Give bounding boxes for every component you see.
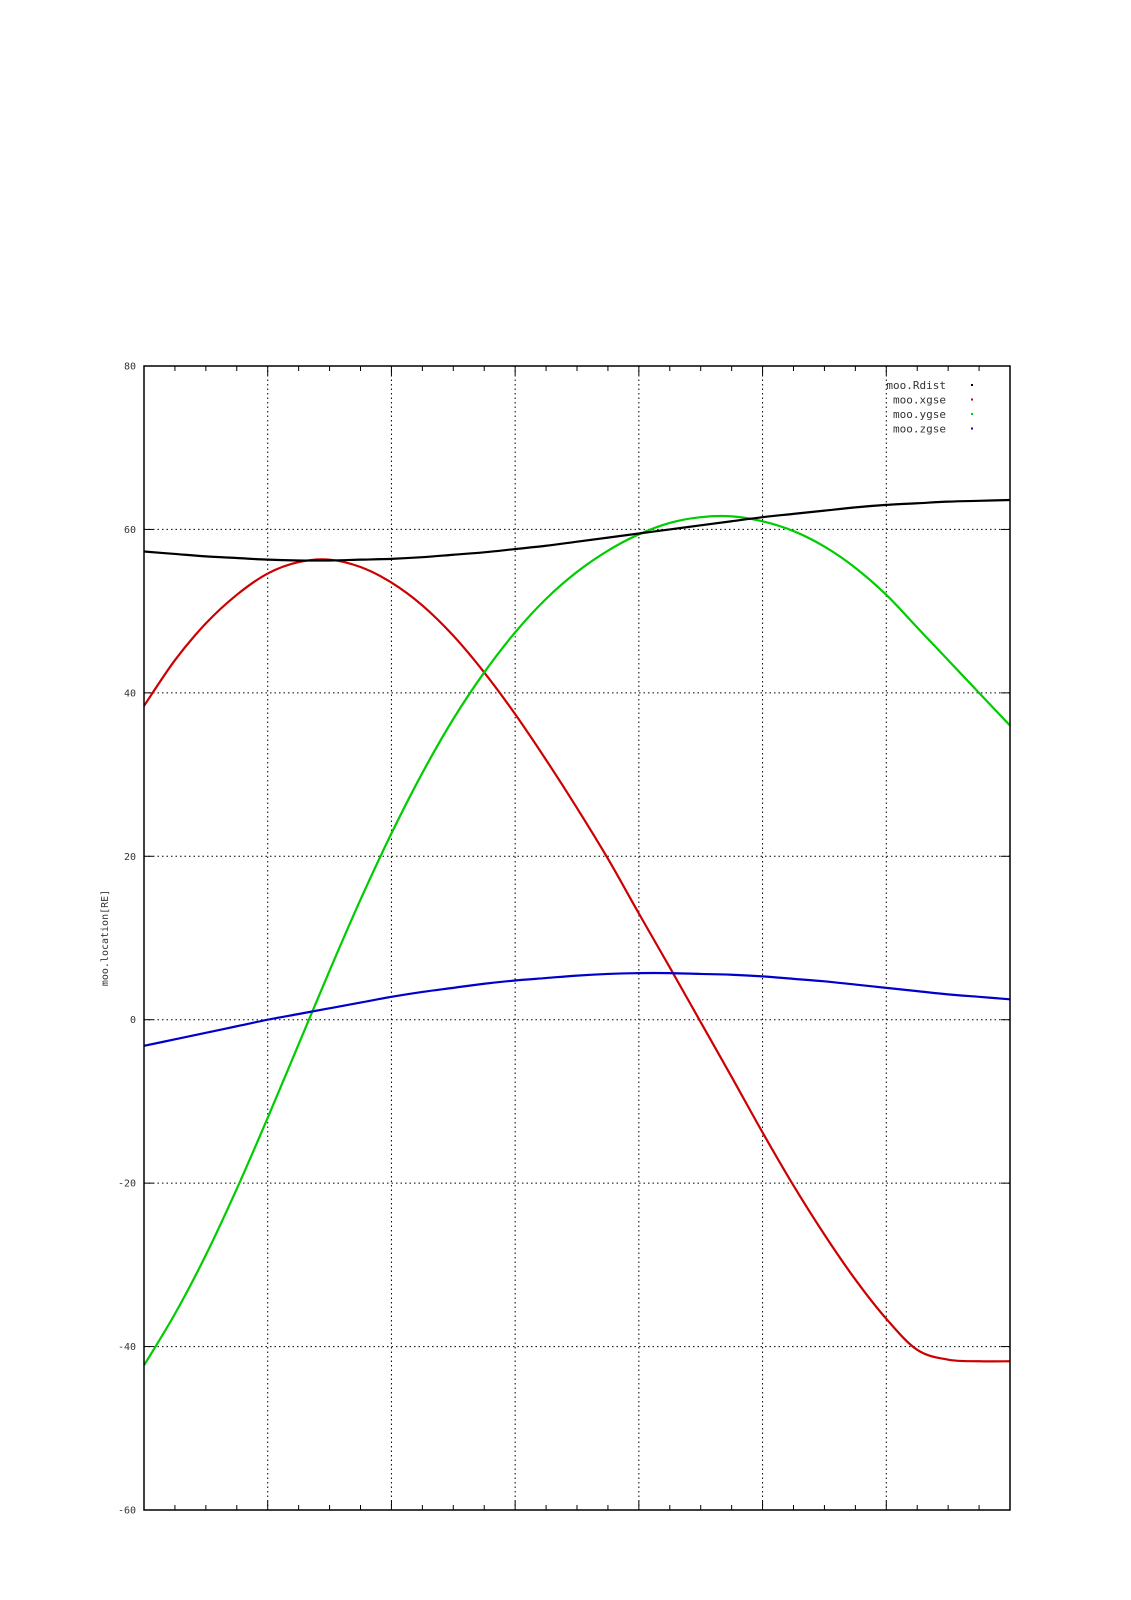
axis-ticks — [143, 365, 1011, 1511]
legend-swatch — [971, 427, 973, 430]
y-tick-labels: -60 -40 -20 0 20 40 60 80 — [118, 362, 136, 1517]
y-tick-label: 60 — [124, 525, 136, 536]
series-line-moo-ygse — [143, 514, 1011, 1366]
legend-swatch — [971, 384, 973, 386]
y-tick-label: -60 — [118, 1506, 136, 1517]
legend-swatch — [971, 398, 973, 401]
legend-swatch — [971, 413, 973, 415]
grid — [144, 366, 1010, 1510]
series-lines — [143, 498, 1011, 1366]
y-tick-label: 40 — [124, 688, 136, 699]
series-line-moo-xgse — [143, 558, 1011, 1363]
series-line-moo-zgse — [143, 971, 1011, 1047]
y-tick-label: 20 — [124, 852, 136, 863]
legend-label: moo.Rdist — [886, 379, 946, 392]
plot-frame — [143, 365, 1011, 1511]
y-tick-label: -20 — [118, 1179, 136, 1190]
y-tick-label: 80 — [124, 362, 136, 373]
y-tick-label: -40 — [118, 1342, 136, 1353]
y-tick-label: 0 — [130, 1015, 136, 1026]
legend-label: moo.xgse — [893, 394, 946, 407]
legend-label: moo.ygse — [893, 408, 946, 421]
legend-label: moo.zgse — [893, 423, 946, 436]
series-line-moo-rdist — [143, 498, 1011, 562]
y-axis-label: moo.location[RE] — [100, 890, 111, 986]
